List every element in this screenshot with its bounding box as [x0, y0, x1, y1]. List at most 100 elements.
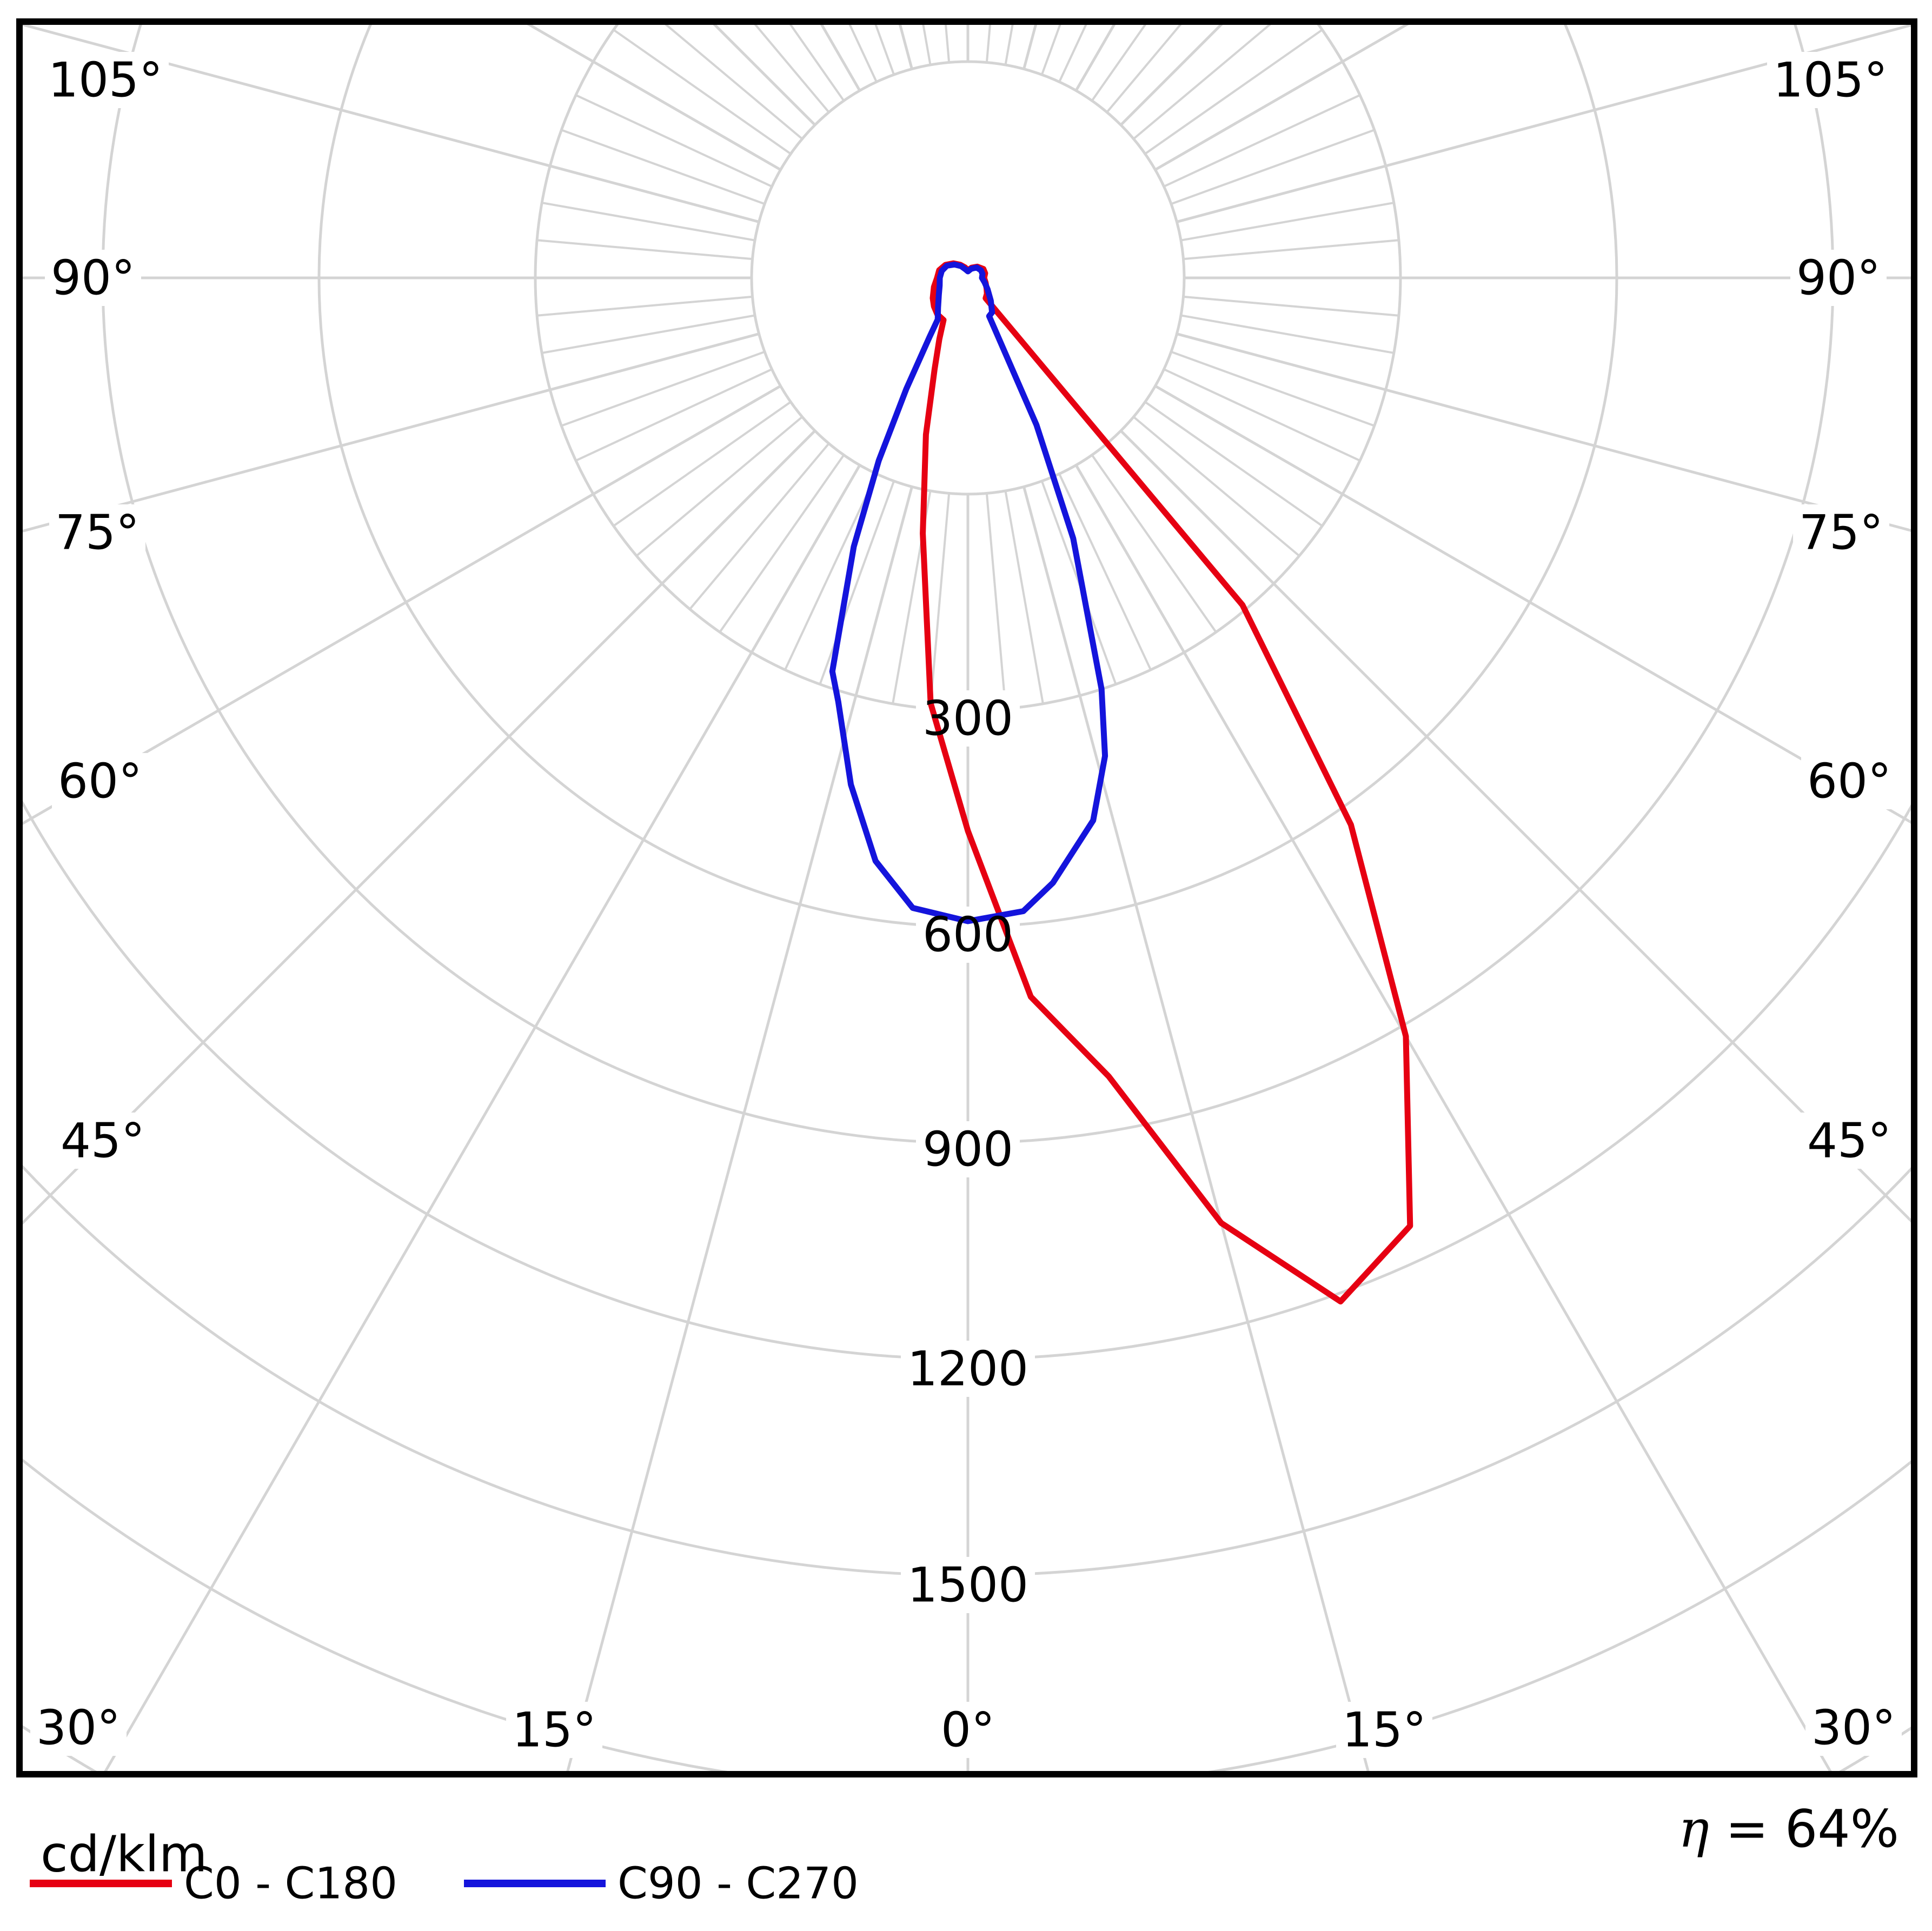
angle-label-45deg: 45°	[1807, 1113, 1891, 1169]
grid-radial-minor	[1040, 22, 1063, 75]
angle-label-45deg: 45°	[61, 1113, 145, 1169]
units-label: cd/klm	[41, 1826, 207, 1883]
grid-radial-minor	[613, 401, 792, 527]
grid-radial-minor	[1183, 239, 1399, 261]
grid-radial-minor	[921, 22, 932, 65]
grid-radial-minor	[1180, 314, 1395, 354]
angle-label-105deg: 105°	[48, 52, 163, 108]
angle-label-0deg: 0°	[941, 1702, 995, 1758]
angle-label-75deg-box	[1793, 504, 1889, 561]
grid-radial-minor	[1091, 22, 1149, 102]
angle-label-75deg: 75°	[1799, 505, 1883, 561]
grid-radial-minor	[929, 493, 951, 709]
angle-label-15deg: 15°	[1342, 1702, 1426, 1758]
ring-label-1200-box	[901, 1341, 1035, 1397]
angle-label-90deg-box	[1790, 250, 1887, 306]
grid-radial-minor	[1144, 401, 1323, 527]
efficiency-value: = 64%	[1709, 1800, 1899, 1859]
angle-label-60deg: 60°	[58, 754, 142, 809]
grid-radial-minor	[944, 22, 951, 63]
ring-label-300: 300	[922, 691, 1013, 747]
grid-radial-minor	[541, 202, 755, 242]
angle-label-45deg-box	[55, 1113, 151, 1169]
grid-radial-minor	[787, 22, 845, 102]
grid-radial-major	[1023, 486, 1371, 1774]
grid-radial-minor	[1004, 490, 1044, 704]
grid-radial-minor	[1133, 416, 1300, 557]
grid-radial-minor	[541, 314, 755, 354]
grid-radial-minor	[635, 416, 803, 557]
grid-radial-major	[19, 332, 760, 534]
grid-radial-minor	[1171, 129, 1375, 205]
angle-label-60deg-box	[52, 753, 148, 809]
angle-label-105deg-box	[42, 52, 169, 108]
ring-label-1200: 1200	[907, 1341, 1028, 1397]
angle-label-90deg: 90°	[51, 250, 135, 306]
grid-radial-minor	[1144, 29, 1323, 155]
ring-label-900: 900	[922, 1122, 1013, 1177]
efficiency-label: η = 64%	[1678, 1800, 1899, 1859]
grid-radial-major	[102, 464, 861, 1774]
grid-radial-minor	[1004, 22, 1014, 65]
angle-label-75deg: 75°	[55, 505, 140, 561]
ring-label-600: 600	[922, 907, 1013, 963]
ring-label-900-box	[916, 1121, 1020, 1177]
angle-label-90deg-box	[45, 250, 141, 306]
grid-radial-minor	[819, 481, 895, 685]
grid-radial-major	[1154, 384, 1914, 826]
grid-radial-minor	[1106, 22, 1185, 113]
angle-label-15deg-box	[506, 1702, 602, 1758]
angle-label-90deg: 90°	[1796, 250, 1881, 306]
grid-radial-minor	[1171, 350, 1375, 427]
angle-label-60deg-box	[1801, 753, 1897, 809]
eta-symbol: η	[1678, 1800, 1709, 1859]
angle-label-105deg: 105°	[1773, 52, 1888, 108]
legend-label-c0-c180: C0 - C180	[184, 1859, 397, 1909]
angle-label-105deg-box	[1767, 52, 1894, 108]
grid-radial-minor	[689, 443, 830, 610]
angle-label-30deg: 30°	[36, 1700, 121, 1756]
angle-label-30deg-box	[30, 1700, 127, 1756]
angle-label-15deg: 15°	[512, 1702, 596, 1758]
grid-radial-minor	[719, 454, 845, 633]
grid-radial-minor	[575, 368, 773, 462]
grid-radial-minor	[1180, 202, 1395, 242]
grid-radial-minor	[561, 129, 765, 205]
grid-radial-minor	[985, 22, 992, 63]
angle-label-30deg: 30°	[1811, 1700, 1896, 1756]
grid-radial-minor	[561, 350, 765, 427]
grid-radial-major	[1176, 332, 1914, 533]
grid-radial-minor	[1091, 454, 1217, 633]
intensity-curves	[829, 260, 1413, 1304]
grid-radial-minor	[985, 493, 1007, 709]
grid-radial-minor	[1058, 473, 1152, 670]
grid-radial-major	[19, 22, 760, 223]
plot-border	[16, 18, 1917, 1777]
grid-radial-minor	[1183, 295, 1399, 317]
grid-radial-minor	[873, 22, 895, 75]
legend-label-c90-c270: C90 - C270	[618, 1859, 859, 1909]
angle-label-0deg-box	[935, 1702, 1001, 1758]
grid-radial-minor	[1163, 368, 1360, 462]
curve-c90-c270	[829, 261, 1108, 924]
grid-radial-minor	[575, 94, 773, 188]
grid-radial-minor	[613, 29, 792, 155]
grid-radial-minor	[536, 239, 753, 261]
grid-radial-major	[19, 384, 781, 827]
label-texts: 105° 90° 75° 60° 45° 30° 15° 0° 15° 30° 45° 60° 75° 9…	[36, 52, 1896, 1758]
grid-radial-minor	[847, 22, 878, 83]
grid-radial-minor	[784, 473, 878, 670]
grid-radial-major	[1176, 23, 1914, 223]
grid-radial-minor	[1058, 22, 1089, 83]
angle-label-45deg-box	[1801, 1113, 1897, 1169]
ring-label-1500: 1500	[907, 1557, 1028, 1613]
grid-radial-major	[1074, 464, 1834, 1774]
angle-label-75deg-box	[49, 504, 145, 561]
grid-radial-major	[565, 486, 913, 1774]
angle-label-60deg: 60°	[1807, 754, 1891, 809]
angle-label-15deg-box	[1336, 1702, 1432, 1758]
grid-radial-minor	[536, 295, 753, 317]
grid-radial-minor	[751, 22, 830, 113]
